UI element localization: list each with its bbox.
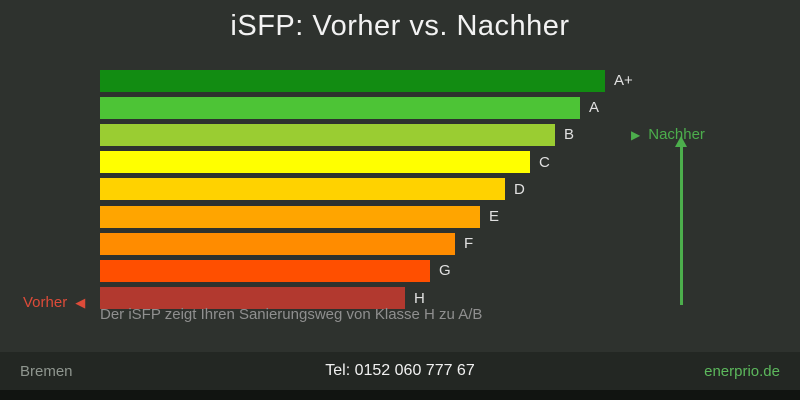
energy-bar-row: B — [100, 121, 633, 148]
energy-bar-row: G — [100, 257, 633, 284]
energy-class-label: D — [514, 180, 525, 198]
bottom-strip — [0, 390, 800, 400]
energy-bar-row: F — [100, 230, 633, 257]
energy-class-label: A — [589, 99, 600, 117]
energy-bar-row: A+ — [100, 67, 633, 94]
energy-bar-A — [100, 96, 580, 119]
energy-bar-H — [100, 287, 405, 310]
arrow-up-shaft — [679, 147, 683, 305]
energy-class-label: A+ — [614, 72, 633, 90]
energy-bars: A+ A B C D E F G H — [100, 67, 633, 312]
energy-bar-C — [100, 151, 530, 174]
footer-city: Bremen — [20, 362, 73, 380]
triangle-right-icon: ▶ — [631, 127, 641, 142]
energy-class-label: G — [439, 262, 451, 280]
energy-bar-row: C — [100, 149, 633, 176]
energy-class-label: B — [564, 126, 575, 144]
energy-bar-row: H — [100, 285, 633, 312]
footer-website-link[interactable]: enerprio.de — [704, 362, 780, 380]
vorher-label: Vorher — [23, 294, 68, 311]
chart-caption: Der iSFP zeigt Ihren Sanierungsweg von K… — [100, 306, 483, 323]
footer-phone: Tel: 0152 060 777 67 — [325, 362, 475, 379]
energy-bar-D — [100, 178, 505, 201]
energy-class-label: F — [464, 235, 474, 253]
arrow-up-head — [675, 136, 687, 147]
energy-class-label: C — [539, 153, 550, 171]
energy-bar-row: E — [100, 203, 633, 230]
energy-bar-E — [100, 205, 480, 228]
triangle-left-icon: ◀ — [75, 294, 86, 310]
page-title: iSFP: Vorher vs. Nachher — [230, 10, 570, 42]
arrow-up-icon — [674, 136, 688, 305]
energy-class-label: E — [489, 208, 500, 226]
energy-bar-F — [100, 232, 455, 255]
energy-class-label: H — [414, 289, 425, 307]
energy-bar-G — [100, 259, 430, 282]
footer-bar: Bremen Tel: 0152 060 777 67 enerprio.de — [0, 352, 800, 390]
energy-bar-row: A — [100, 94, 633, 121]
energy-bar-row: D — [100, 176, 633, 203]
nachher-annotation: ▶ Nachher — [631, 126, 705, 143]
energy-bar-A+ — [100, 69, 605, 92]
nachher-label: Nachher — [648, 126, 705, 143]
energy-bar-B — [100, 123, 555, 146]
vorher-annotation: Vorher ◀ — [23, 294, 85, 311]
